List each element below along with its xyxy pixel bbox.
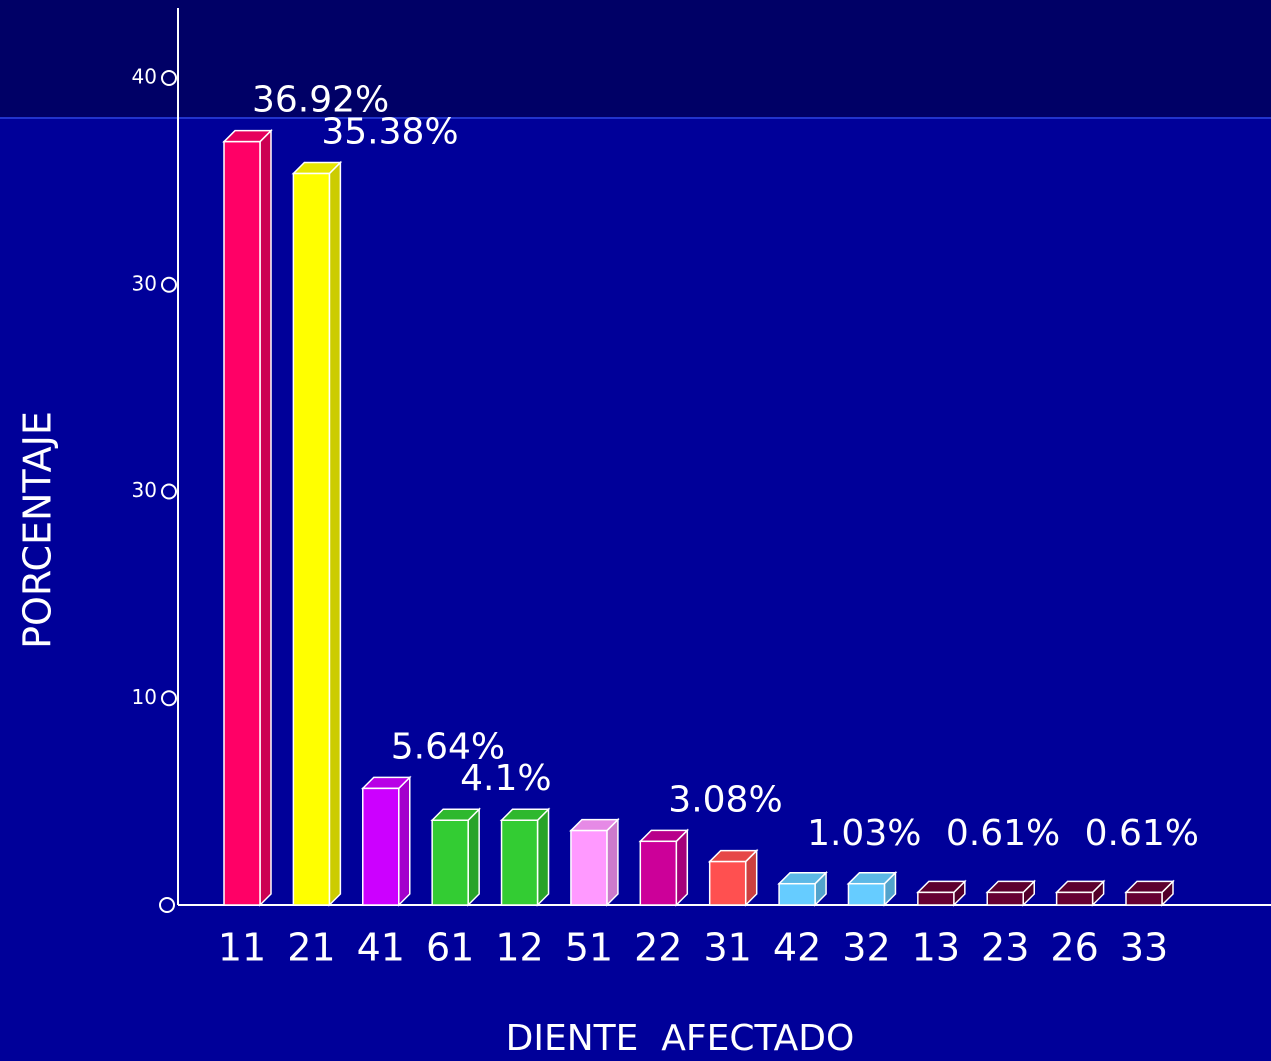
bar bbox=[500, 819, 539, 906]
bar bbox=[362, 787, 400, 906]
x-tick-label: 12 bbox=[495, 926, 543, 970]
bar-side bbox=[675, 828, 689, 907]
y-tick-marker bbox=[161, 70, 177, 86]
value-label: 0.61% bbox=[946, 813, 1060, 854]
bar bbox=[986, 891, 1024, 906]
bar bbox=[223, 140, 261, 906]
y-axis-title: PORCENTAJE bbox=[16, 411, 60, 649]
x-tick-label: 61 bbox=[426, 926, 474, 970]
bar-side bbox=[536, 807, 550, 907]
bar bbox=[708, 860, 747, 906]
y-tick-marker bbox=[161, 276, 177, 293]
x-tick-label: 21 bbox=[287, 926, 335, 970]
y-tick-label: 30 bbox=[132, 478, 157, 502]
x-tick-label: 23 bbox=[981, 926, 1029, 970]
origin-marker bbox=[159, 897, 175, 913]
x-tick-label: 13 bbox=[912, 926, 960, 970]
x-tick-label: 26 bbox=[1050, 926, 1098, 970]
x-axis-title: DIENTE AFECTADO bbox=[506, 1018, 855, 1059]
x-tick-label: 41 bbox=[357, 926, 405, 970]
bar bbox=[778, 882, 816, 906]
value-label: 35.38% bbox=[321, 112, 458, 153]
y-tick-label: 10 bbox=[132, 685, 157, 709]
bar bbox=[639, 840, 678, 906]
bar bbox=[917, 891, 955, 906]
bar-side bbox=[606, 817, 619, 907]
value-label: 0.61% bbox=[1085, 813, 1199, 854]
x-tick-label: 22 bbox=[634, 926, 682, 970]
x-tick-label: 33 bbox=[1120, 926, 1168, 970]
y-tick-label: 40 bbox=[132, 65, 157, 89]
bar bbox=[1125, 891, 1163, 906]
x-tick-label: 32 bbox=[842, 926, 890, 970]
value-label: 3.08% bbox=[668, 779, 782, 820]
x-tick-label: 31 bbox=[704, 926, 752, 970]
y-tick-marker bbox=[161, 483, 177, 500]
bar-side bbox=[259, 128, 272, 907]
value-label: 4.1% bbox=[460, 758, 551, 799]
bar bbox=[847, 882, 886, 906]
bar-side bbox=[328, 160, 342, 907]
bar bbox=[431, 819, 469, 906]
value-label: 5.64% bbox=[391, 726, 505, 767]
value-label: 36.92% bbox=[252, 80, 389, 121]
x-tick-label: 42 bbox=[773, 926, 821, 970]
bar-side bbox=[467, 807, 480, 907]
bar bbox=[1055, 891, 1094, 906]
y-tick-marker bbox=[161, 690, 177, 707]
bar bbox=[292, 172, 331, 906]
value-label: 1.03% bbox=[807, 813, 921, 854]
y-tick-label: 30 bbox=[132, 271, 157, 295]
x-tick-label: 51 bbox=[565, 926, 613, 970]
bar-side bbox=[398, 775, 411, 907]
header-band bbox=[0, 0, 1271, 118]
bar bbox=[570, 829, 608, 906]
x-tick-label: 11 bbox=[218, 926, 266, 970]
